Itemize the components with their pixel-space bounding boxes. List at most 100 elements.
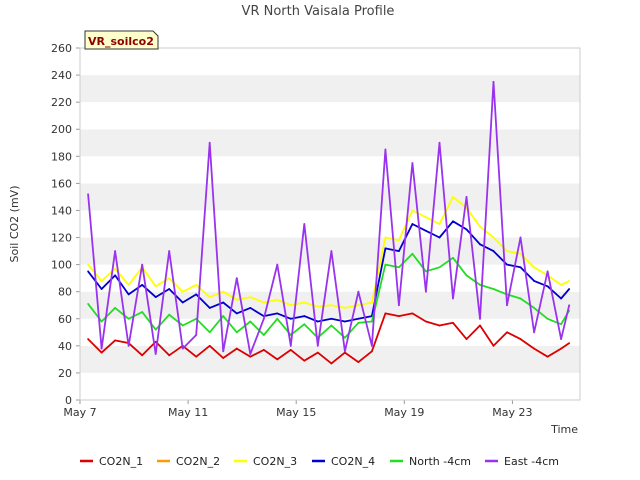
y-tick-label: 200 [51,123,72,136]
data-point [438,236,441,239]
series-east-4cm [87,80,571,355]
data-point [438,223,441,225]
data-point [168,277,171,280]
data-point [114,274,117,277]
data-point [316,351,319,354]
data-point [262,349,265,351]
data-point [303,315,306,317]
data-point [533,266,535,269]
data-point [114,339,117,342]
y-axis-ticks: 0 20 40 60 80 100 120 140 160 180 200 220 240 260 [51,42,80,407]
data-point [330,250,333,252]
data-point [181,347,184,350]
data-point [235,277,238,280]
legend: CO2N_1 CO2N_2 CO2N_3 CO2N_4 North -4cm East -… [80,455,559,468]
data-point [262,334,265,336]
data-point [100,351,103,354]
data-point [384,236,387,239]
series-co2n-3 [87,195,571,309]
data-point [560,338,562,340]
data-point [262,317,265,320]
grid-band [80,102,580,130]
y-tick-label: 60 [58,313,72,326]
data-point [411,162,414,164]
data-point [195,355,198,358]
data-point [384,148,387,151]
data-point [425,229,427,232]
grid-band [80,156,580,184]
data-point [546,285,549,288]
data-point [208,296,211,299]
data-point [235,347,238,350]
data-point [425,320,427,323]
data-point [100,320,103,323]
y-tick-label: 40 [58,340,72,353]
data-point [87,193,90,196]
data-point [100,347,103,350]
data-point [398,266,400,269]
grid-band [80,75,580,103]
data-point [568,304,571,307]
data-point [398,250,400,252]
data-point [398,304,400,307]
data-point [330,362,333,365]
data-point [168,354,171,357]
data-point [343,307,346,309]
x-tick-label: May 11 [168,406,208,419]
data-point [127,284,130,286]
data-point [357,290,360,293]
data-point [357,304,360,307]
series-co2n-4 [87,220,571,323]
data-point [154,285,157,288]
data-point [141,354,144,357]
legend-label: North -4cm [409,455,471,468]
grid-band [80,264,580,292]
legend-item: CO2N_4 [312,455,375,468]
data-point [506,304,508,307]
x-tick-label: May 15 [276,406,316,419]
data-point [208,141,211,144]
data-point [235,312,238,315]
data-point [208,344,211,347]
data-point [452,196,454,198]
data-point [262,301,265,304]
data-point [316,320,319,323]
data-point [343,351,346,354]
legend-label: CO2N_2 [176,455,220,468]
data-point [87,338,90,340]
x-tick-label: May 19 [384,406,424,419]
data-point [384,263,387,266]
data-point [87,302,90,305]
data-point [492,80,495,83]
data-point [452,220,454,223]
data-point [208,307,211,309]
data-point [330,304,333,307]
y-axis-title: Soil CO2 (mV) [8,186,21,263]
y-tick-label: 100 [51,259,72,272]
data-point [370,301,373,304]
data-point [222,350,225,353]
data-point [560,284,562,286]
data-point [343,350,346,353]
data-point [568,279,571,282]
legend-item: North -4cm [390,455,471,468]
data-point [276,263,279,266]
data-point [289,344,292,347]
data-point [127,317,130,320]
data-point [235,331,238,334]
x-tick-label: May 23 [492,406,532,419]
data-point [411,209,414,212]
data-point [114,250,117,252]
data-point [235,298,238,301]
data-point [452,256,454,259]
data-point [438,266,441,269]
data-point [492,344,495,347]
data-point [168,250,171,252]
dataset-tag: VR_soilco2 [84,30,159,50]
y-tick-label: 160 [51,177,72,190]
data-point [127,293,130,296]
data-point [249,307,252,309]
data-point [533,307,535,309]
data-point [195,284,198,286]
